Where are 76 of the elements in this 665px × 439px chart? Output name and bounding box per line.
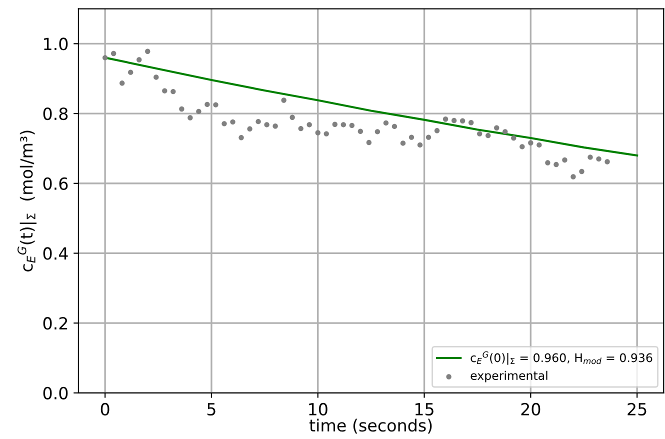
point [468,120,474,126]
point [570,174,576,180]
point [154,74,159,80]
point [417,142,423,148]
point [477,131,482,136]
point [213,102,218,108]
x-tick-label: 5 [207,403,216,416]
x-tick-label: 20 [521,402,540,416]
point [145,48,150,54]
point [230,119,236,125]
legend-label: c$_{E}$$^{G}$(0)|$_{Σ}$ = 0.960, H$_{mod}$ = 0.936 [470,351,652,365]
point [222,121,227,126]
y-tick-label: 0.8 [43,108,68,120]
point [554,162,559,168]
point [502,129,508,134]
point [179,106,184,112]
point [136,57,142,62]
point [596,156,602,162]
point [290,114,295,120]
point [281,98,286,103]
point [238,135,244,140]
point [520,144,525,150]
legend-label: experimental [470,370,548,382]
point [511,135,516,141]
point [545,160,550,166]
point [366,140,372,146]
point [604,159,610,164]
point [188,115,193,120]
y-tick-label: 0.0 [43,386,68,400]
point [204,102,210,108]
point [315,130,320,136]
point [400,140,406,146]
point [460,118,466,124]
point [298,126,304,132]
point [264,122,270,128]
x-tick-label: 10 [309,402,328,416]
x-tick-label: 0 [100,402,110,416]
point [392,124,398,130]
point [349,122,355,128]
y-tick-label: 0.4 [43,247,68,260]
point [119,80,125,86]
point [434,128,440,134]
point [451,118,457,124]
y-tick-label: 0.6 [43,177,68,190]
point [494,125,500,130]
point [162,88,168,94]
point [358,128,364,134]
point [528,140,534,146]
point [324,131,329,136]
point [247,126,252,132]
x-tick-label: 25 [628,402,646,416]
point [408,134,414,140]
point [170,88,176,94]
point [374,129,380,134]
x-axis-title: time (seconds) [309,418,432,434]
point [306,122,312,128]
y-axis-title: c$_{E}$$^{G}$(t)|$_{Σ}$ (mol/m³) [18,130,36,272]
point [102,55,108,60]
y-tick-label: 0.2 [43,317,68,330]
point [110,50,116,56]
point [426,134,432,140]
point [486,132,491,138]
point [536,142,542,148]
point [579,168,584,174]
point [332,122,338,127]
y-tick-label: 1.0 [44,38,68,50]
point [256,118,261,124]
point [340,122,346,128]
point [272,124,278,129]
point [588,154,593,160]
point [442,116,448,122]
point [383,120,389,126]
point [128,70,134,75]
x-tick-label: 15 [415,403,434,416]
point [196,108,202,114]
point [562,157,568,163]
